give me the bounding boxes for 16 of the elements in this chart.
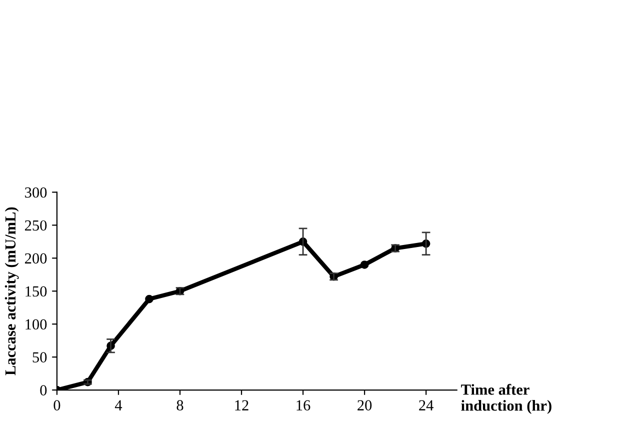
x-tick-label: 0 (54, 400, 60, 410)
y-tick-label: 0 (40, 385, 47, 396)
y-tick-label: 150 (26, 286, 47, 297)
y-tick-label: 300 (25, 187, 47, 198)
x-tick-label: 12 (235, 400, 248, 410)
x-tick-label: 24 (419, 400, 434, 410)
x-tick-label: 4 (114, 400, 122, 410)
x-tick-label: 8 (176, 400, 184, 410)
y-tick-label: 100 (26, 319, 47, 330)
y-tick-label: 50 (32, 352, 47, 362)
y-tick-label: 200 (24, 253, 47, 264)
x-tick-label: 16 (296, 400, 310, 410)
y-tick-label: 250 (24, 220, 47, 231)
x-tick-label: 20 (358, 400, 372, 410)
y-axis-title: Laccase activity (mU/mL) (4, 207, 19, 376)
x-axis-title: Time after induction (hr) (461, 384, 552, 414)
